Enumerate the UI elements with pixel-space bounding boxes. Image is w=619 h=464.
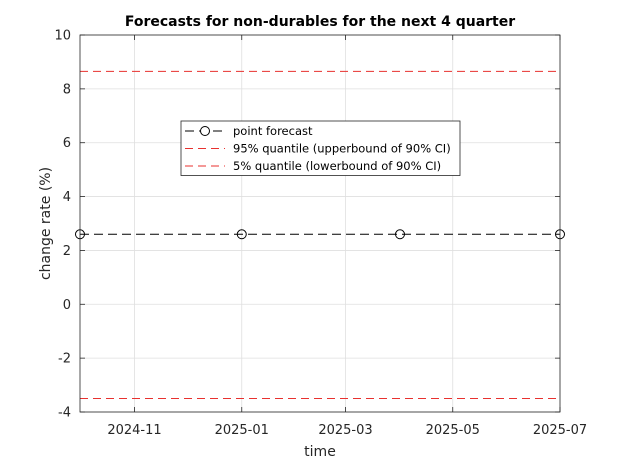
legend-label-0: point forecast: [233, 124, 313, 138]
legend-box: [180, 120, 461, 176]
series-point-0: [395, 229, 405, 240]
y-tick-label: 4: [63, 190, 71, 205]
axis-ticks: -4 -2 0 2 4 6 8 10 2024-11 2025-01 2025-03 2025-05 2…: [54, 29, 587, 439]
series-point-0: [236, 229, 247, 240]
plot-frame: [79, 34, 561, 413]
y-tick-label: 6: [63, 136, 71, 151]
chart-title: Forecasts for non-durables for the next …: [125, 14, 515, 30]
x-tick-label: 2025-05: [426, 423, 480, 438]
y-tick-label: 10: [54, 29, 71, 44]
x-tick-label: 2025-03: [318, 423, 372, 438]
x-tick-label: 2025-07: [533, 423, 587, 438]
x-tick-label: 2025-01: [215, 423, 269, 438]
y-axis-title: change rate (%): [38, 167, 54, 280]
y-tick-label: 8: [63, 82, 71, 97]
plot-area: [80, 35, 560, 412]
legend-label-2: 5% quantile (lowerbound of 90% CI): [233, 159, 441, 173]
x-axis-title: time: [304, 444, 336, 460]
legend: point forecast 95% quantile (upperbound o…: [180, 120, 461, 176]
y-tick-label: -2: [58, 352, 71, 367]
y-tick-label: -4: [58, 406, 71, 421]
y-tick-label: 0: [63, 298, 71, 313]
legend-marker-0: [200, 126, 210, 136]
y-tick-label: 2: [63, 244, 71, 259]
legend-label-1: 95% quantile (upperbound of 90% CI): [233, 142, 451, 156]
x-tick-label: 2024-11: [107, 423, 161, 438]
